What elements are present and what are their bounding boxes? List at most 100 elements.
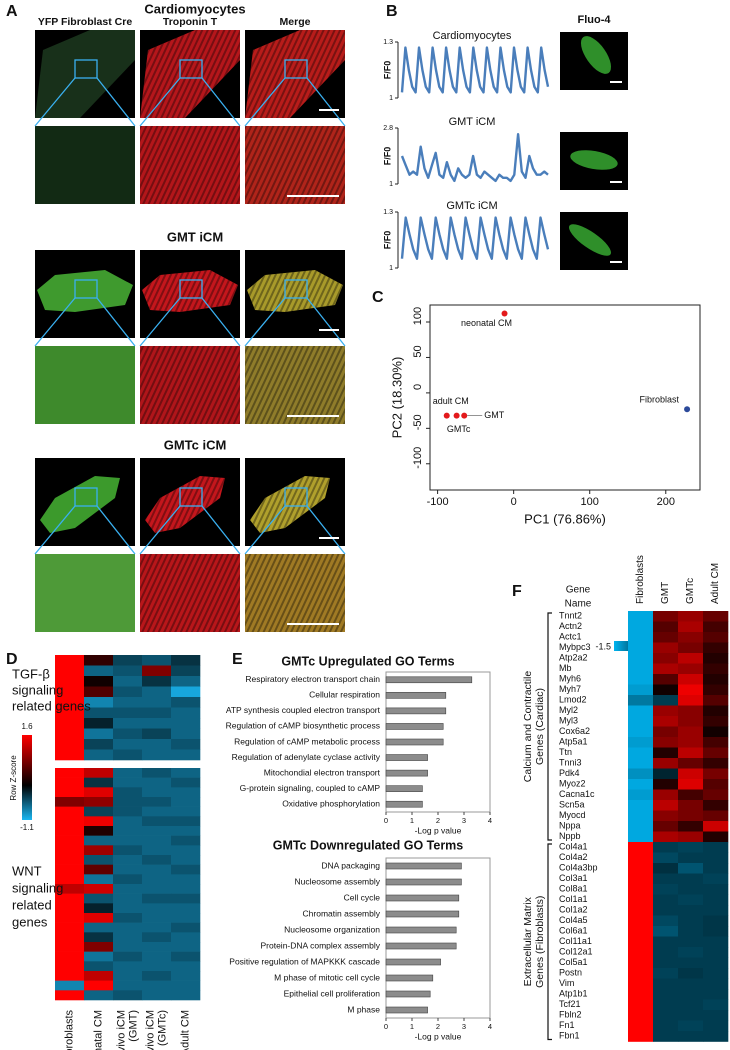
heatmap-cell <box>55 961 85 972</box>
gene-label: Tcf21 <box>559 999 581 1009</box>
heatmap-cell <box>653 842 679 853</box>
heatmap-cell <box>678 831 704 843</box>
heatmap-cell <box>703 726 729 738</box>
heatmap-cell <box>703 632 729 643</box>
heatmap-cell <box>171 884 201 894</box>
group-label: genes <box>12 914 48 929</box>
heatmap-cell <box>703 695 729 706</box>
heatmap-cell <box>653 768 679 780</box>
heatmap-cell <box>678 915 704 927</box>
heatmap-cell <box>171 990 201 1001</box>
zoom-box <box>179 279 203 299</box>
heatmap-cell <box>628 684 654 696</box>
gene-label: Fn1 <box>559 1020 575 1030</box>
category-label: M phase of mitotic cell cycle <box>274 972 380 982</box>
x-tick-label: 100 <box>581 496 599 508</box>
heatmap-cell <box>653 989 679 1000</box>
heatmap-cell <box>703 621 729 633</box>
zoom-texture <box>140 554 240 632</box>
heatmap-cell <box>703 1020 729 1032</box>
heatmap-cell <box>142 932 172 943</box>
heatmap-cell <box>84 893 114 904</box>
heatmap-cell <box>678 978 704 990</box>
bar <box>385 974 434 982</box>
heatmap-cell <box>653 926 679 937</box>
heatmap-cell <box>55 718 85 729</box>
heatmap-cell <box>55 971 85 981</box>
heatmap-cell <box>142 739 172 750</box>
x-tick-label: 0 <box>384 816 388 825</box>
heatmap-cell <box>113 855 143 865</box>
zoom-line <box>96 297 136 347</box>
point-label: adult CM <box>433 396 469 406</box>
point <box>684 406 691 413</box>
heatmap-cell <box>703 800 729 811</box>
heatmap-cell <box>142 728 172 740</box>
heatmap-cell <box>84 826 114 836</box>
heatmap-cell <box>703 716 729 727</box>
plot-frame <box>429 304 701 491</box>
heatmap-cell <box>142 971 172 981</box>
heatmap-cell <box>113 835 143 846</box>
heatmap-cell <box>678 957 704 969</box>
zoom-box <box>179 59 203 79</box>
heatmap-cell <box>113 797 143 807</box>
heatmap-cell <box>55 893 85 904</box>
bar <box>385 894 460 902</box>
chart-title: Cardiomyocytes <box>433 30 512 42</box>
zoom-line <box>306 77 346 127</box>
zoom-line <box>201 297 241 347</box>
heatmap-cell <box>113 739 143 750</box>
point-label: GMTc <box>447 424 471 434</box>
heatmap-cell <box>678 653 704 664</box>
heatmap-cell <box>703 674 729 685</box>
heatmap-cell <box>678 726 704 738</box>
bar <box>385 910 460 918</box>
heatmap-cell <box>55 787 85 798</box>
heatmap-cell <box>142 942 172 952</box>
heatmap-cell <box>628 705 654 717</box>
bar <box>385 769 428 777</box>
heatmap-cell <box>55 707 85 719</box>
heatmap-cell <box>171 686 201 698</box>
heatmap-cell <box>653 978 679 990</box>
heatmap-cell <box>653 947 679 958</box>
heatmap-cell <box>55 676 85 687</box>
heatmap-cell <box>678 737 704 748</box>
heatmap-cell <box>84 768 114 778</box>
gene-label: Col1a2 <box>559 905 588 915</box>
gene-label: Scn5a <box>559 800 585 810</box>
group-label: Calcium and Contractile <box>522 671 534 783</box>
x-tick-label: 3 <box>462 1022 466 1031</box>
heatmap-cell <box>653 621 679 633</box>
heatmap-cell <box>628 863 654 874</box>
heatmap-cell <box>142 893 172 904</box>
gene-label: Myh6 <box>559 674 581 684</box>
heatmap-cell <box>653 1031 679 1042</box>
heatmap-cell <box>628 1010 654 1021</box>
heatmap-cell <box>703 894 729 906</box>
heatmap-cell <box>55 777 85 788</box>
gene-label: Actc1 <box>559 632 582 642</box>
zoom-micrograph <box>35 554 135 632</box>
heatmap-cell <box>703 1031 729 1042</box>
heatmap-cell <box>678 695 704 706</box>
heatmap-cell <box>703 978 729 990</box>
gene-label: Pdk4 <box>559 768 580 778</box>
heatmap-cell <box>628 810 654 822</box>
heatmap-cell <box>171 874 201 885</box>
heatmap-cell <box>142 922 172 933</box>
gene-label: Fbln2 <box>559 1010 582 1020</box>
heatmap-cell <box>113 932 143 943</box>
heatmap-cell <box>653 821 679 832</box>
zoom-line <box>139 297 181 347</box>
heatmap-cell <box>55 768 85 778</box>
heatmap-cell <box>703 779 729 790</box>
heatmap-cell <box>678 663 704 675</box>
heatmap-cell <box>55 835 85 846</box>
heatmap-cell <box>171 903 201 914</box>
heatmap-cell <box>84 942 114 952</box>
heatmap-cell <box>703 747 729 759</box>
heatmap-cell <box>84 932 114 943</box>
heatmap-cell <box>171 980 201 991</box>
